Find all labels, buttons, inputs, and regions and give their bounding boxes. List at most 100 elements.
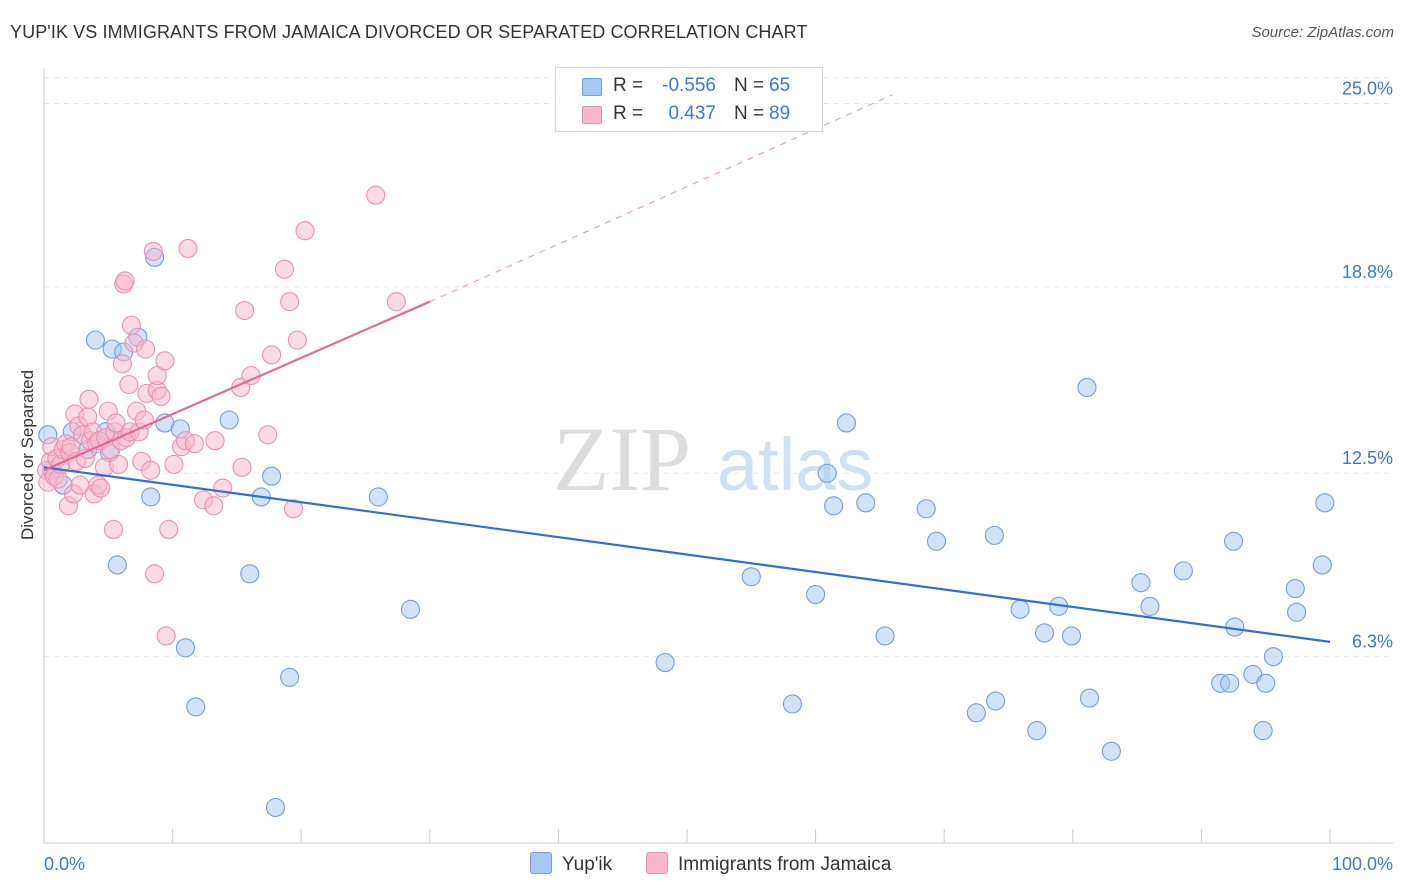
point-yupik bbox=[1287, 602, 1307, 622]
legend-stats-row-jamaica: R = 0.437 N = 89 bbox=[556, 100, 822, 128]
point-jamaica bbox=[184, 434, 205, 454]
point-jamaica bbox=[136, 339, 156, 359]
point-yupik bbox=[141, 487, 161, 507]
legend-swatch-yupik bbox=[530, 852, 552, 874]
point-yupik bbox=[1224, 531, 1244, 551]
point-jamaica bbox=[112, 354, 132, 374]
legend-swatch-yupik bbox=[582, 78, 602, 96]
point-yupik bbox=[1263, 647, 1283, 667]
r-value: 0.437 bbox=[668, 103, 716, 124]
point-jamaica bbox=[121, 315, 141, 335]
point-jamaica bbox=[119, 374, 139, 395]
watermark-atlas: atlas bbox=[717, 423, 873, 506]
point-jamaica bbox=[159, 519, 179, 540]
point-yupik bbox=[1077, 377, 1097, 398]
point-yupik bbox=[984, 525, 1004, 545]
x-tick-label-min: 0.0% bbox=[44, 854, 85, 874]
point-jamaica bbox=[145, 564, 165, 584]
watermark: ZIP atlas bbox=[553, 408, 873, 510]
point-yupik bbox=[1140, 596, 1160, 616]
point-yupik bbox=[966, 703, 986, 723]
point-yupik bbox=[926, 531, 947, 551]
legend-label-jamaica: Immigrants from Jamaica bbox=[678, 854, 892, 875]
point-yupik bbox=[806, 584, 826, 605]
point-jamaica bbox=[295, 221, 315, 241]
point-jamaica bbox=[141, 460, 161, 480]
y-tick-labels: 6.3% 12.5% 18.8% 25.0% bbox=[1342, 78, 1393, 651]
point-yupik bbox=[782, 694, 803, 714]
n-value: 89 bbox=[769, 103, 791, 124]
point-jamaica bbox=[156, 626, 176, 646]
point-yupik bbox=[368, 487, 388, 507]
point-yupik bbox=[1034, 623, 1055, 643]
point-jamaica bbox=[178, 238, 198, 258]
point-yupik bbox=[219, 410, 239, 430]
point-yupik bbox=[1312, 555, 1332, 575]
point-jamaica bbox=[143, 241, 163, 261]
point-jamaica bbox=[283, 499, 304, 519]
legend-item-jamaica[interactable]: Immigrants from Jamaica bbox=[646, 852, 891, 876]
legend-item-yupik[interactable]: Yup'ik bbox=[530, 852, 612, 876]
point-yupik bbox=[986, 691, 1006, 711]
point-yupik bbox=[400, 599, 421, 619]
point-yupik bbox=[1173, 561, 1193, 581]
point-jamaica bbox=[204, 496, 224, 516]
point-yupik bbox=[655, 653, 675, 673]
chart-title: YUP'IK VS IMMIGRANTS FROM JAMAICA DIVORC… bbox=[10, 22, 808, 42]
point-yupik bbox=[1253, 721, 1273, 741]
point-yupik bbox=[875, 626, 895, 646]
point-yupik bbox=[824, 496, 844, 516]
trend-line-yupik bbox=[43, 466, 1331, 643]
point-yupik bbox=[836, 413, 857, 433]
point-jamaica bbox=[235, 301, 255, 321]
point-yupik bbox=[265, 797, 286, 818]
point-jamaica bbox=[106, 413, 126, 433]
point-yupik bbox=[107, 555, 127, 575]
point-jamaica bbox=[151, 386, 171, 406]
point-yupik bbox=[1101, 741, 1121, 761]
point-jamaica bbox=[386, 292, 406, 312]
point-yupik bbox=[856, 493, 876, 513]
trend-line-jamaica bbox=[43, 300, 431, 472]
point-jamaica bbox=[164, 454, 184, 474]
legend-swatch-jamaica bbox=[646, 852, 668, 874]
point-yupik bbox=[1285, 579, 1305, 599]
point-jamaica bbox=[232, 457, 252, 477]
point-yupik bbox=[1220, 673, 1240, 693]
point-jamaica bbox=[280, 292, 300, 312]
point-jamaica bbox=[258, 425, 278, 445]
y-tick-label: 6.3% bbox=[1352, 632, 1393, 652]
x-tick-label-max: 100.0% bbox=[1332, 854, 1393, 874]
y-tick-label: 25.0% bbox=[1342, 78, 1393, 98]
legend-series: Yup'ik Immigrants from Jamaica bbox=[0, 852, 1406, 878]
series-points bbox=[37, 185, 1335, 818]
point-yupik bbox=[1027, 721, 1047, 741]
point-jamaica bbox=[147, 366, 167, 386]
point-yupik bbox=[741, 567, 761, 587]
point-yupik bbox=[1061, 626, 1082, 646]
point-yupik bbox=[85, 330, 105, 350]
legend-swatch-jamaica bbox=[582, 106, 602, 124]
trend-lines bbox=[43, 94, 1331, 643]
n-label: N = bbox=[734, 103, 765, 124]
point-yupik bbox=[262, 466, 282, 486]
point-jamaica bbox=[91, 478, 111, 498]
y-tick-label: 12.5% bbox=[1342, 448, 1393, 468]
r-label: R = bbox=[613, 75, 644, 96]
point-yupik bbox=[817, 463, 837, 483]
point-yupik bbox=[280, 667, 300, 687]
point-jamaica bbox=[155, 351, 175, 371]
point-jamaica bbox=[274, 259, 295, 279]
point-yupik bbox=[1256, 673, 1276, 693]
point-jamaica bbox=[213, 478, 233, 498]
point-yupik bbox=[175, 638, 196, 658]
source-label: Source: ZipAtlas.com bbox=[1251, 24, 1394, 41]
point-jamaica bbox=[115, 271, 135, 291]
r-label: R = bbox=[613, 103, 644, 124]
n-value: 65 bbox=[769, 75, 791, 96]
point-jamaica bbox=[287, 330, 307, 350]
point-jamaica bbox=[262, 345, 282, 365]
point-yupik bbox=[916, 499, 936, 519]
point-yupik bbox=[1079, 688, 1100, 708]
watermark-zip: ZIP bbox=[553, 408, 691, 510]
